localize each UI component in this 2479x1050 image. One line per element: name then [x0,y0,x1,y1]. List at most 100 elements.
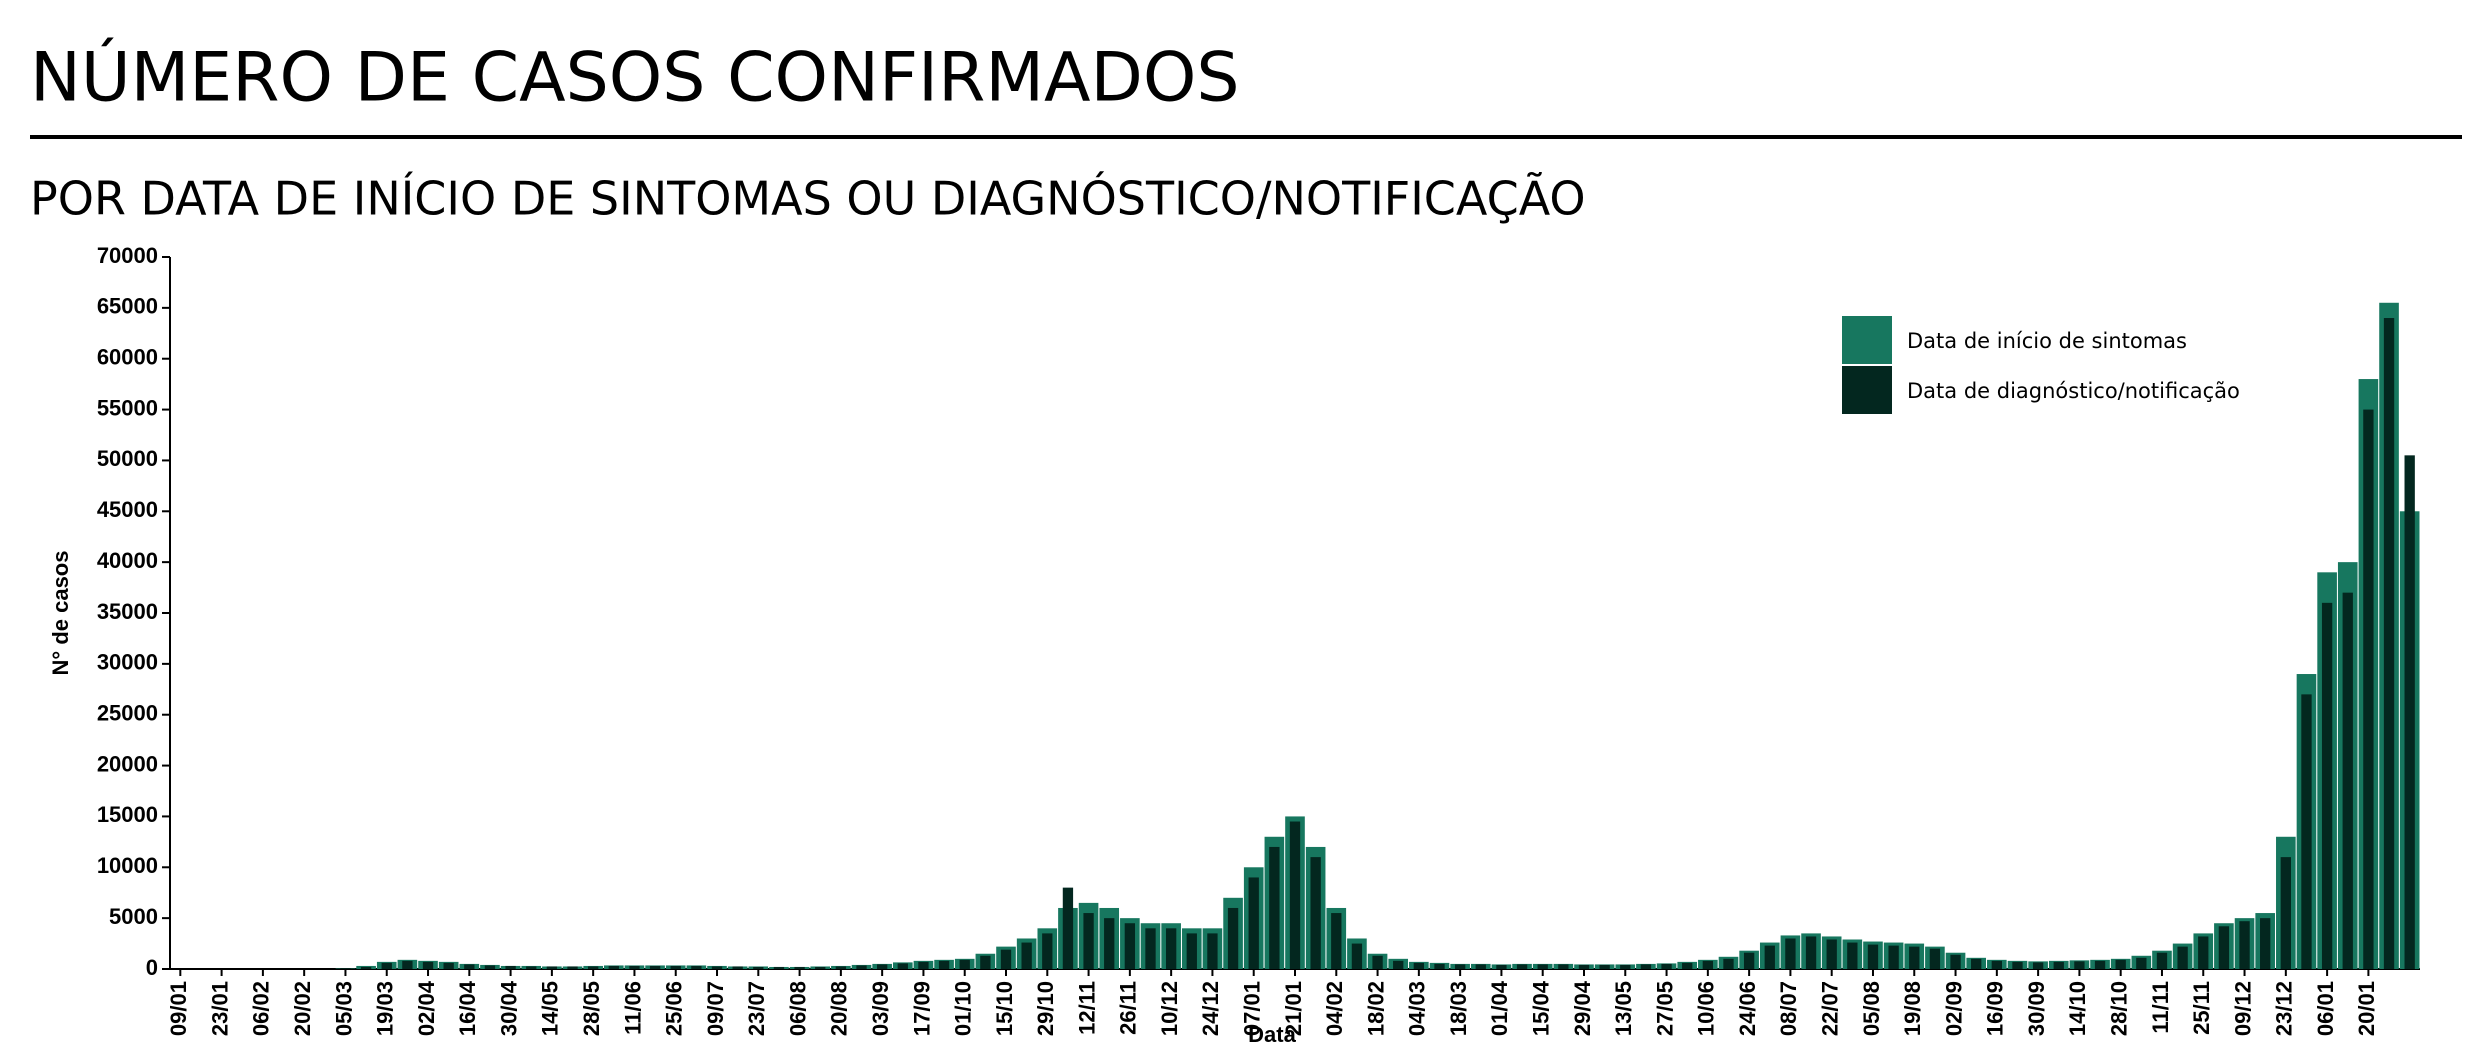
x-tick-label: 03/09 [868,981,893,1036]
x-tick-label: 07/01 [1240,981,1265,1036]
x-tick-label: 04/02 [1322,981,1347,1036]
bar [1186,933,1197,969]
x-tick-label: 13/05 [1611,981,1636,1036]
bar [567,966,578,969]
x-tick-label: 20/01 [2354,981,2379,1036]
bar [2156,952,2168,969]
bar [1393,960,1404,969]
bar [1207,933,1218,969]
y-tick-label: 5000 [109,904,158,929]
x-tick-label: 16/09 [1983,981,2008,1036]
bar [835,966,847,969]
bar [1351,943,1363,969]
bar [1929,948,1941,969]
x-tick-label: 06/02 [249,981,274,1036]
bar [649,965,661,969]
bar [2363,409,2374,970]
bar [546,966,558,969]
bar [1496,964,1507,969]
bar [897,963,908,969]
bar [629,965,640,969]
y-tick-label: 65000 [97,294,158,319]
bar [1702,960,1714,969]
bar [2342,592,2353,969]
x-tick-label: 30/04 [496,980,521,1036]
bar [1289,821,1301,969]
bar [1599,964,1610,969]
y-tick-label: 20000 [97,751,158,776]
x-tick-label: 26/11 [1116,981,1141,1035]
x-tick-label: 16/04 [455,980,480,1036]
bar [732,966,743,969]
x-tick-label: 01/04 [1487,980,1512,1036]
y-axis-title: N° de casos [48,551,73,676]
chart-subtitle: POR DATA DE INÍCIO DE SINTOMAS OU DIAGNÓ… [30,172,1586,226]
bar [1558,964,1569,969]
bar [856,965,867,969]
bar [381,962,392,969]
bar [1434,963,1445,969]
bar [670,965,681,969]
x-tick-label: 18/03 [1446,981,1471,1036]
x-tick-label: 06/01 [2313,981,2338,1036]
bar [794,966,805,969]
bar [402,960,413,969]
bar [2136,957,2147,969]
bar [484,965,496,969]
bar [1227,907,1239,969]
bar [1413,962,1425,969]
bar [1475,964,1486,969]
x-tick-label: 17/09 [909,981,934,1036]
bar [1991,960,2002,969]
x-tick-label: 27/05 [1652,981,1677,1036]
x-tick-label: 06/08 [785,981,810,1036]
bar [1971,958,1982,969]
bar [505,965,516,969]
bar [1269,846,1280,969]
bar [2177,946,2188,969]
x-tick-label: 30/09 [2024,981,2049,1036]
y-tick-label: 50000 [97,446,158,471]
x-tick-label: 28/10 [2107,981,2132,1036]
bar [2260,918,2271,969]
bar [773,966,785,969]
bar [1743,952,1755,969]
x-tick-label: 02/09 [1941,981,1966,1036]
bar [2198,936,2209,969]
x-tick-label: 19/08 [1900,981,1925,1036]
x-tick-label: 24/12 [1198,981,1223,1036]
x-tick-label: 09/07 [703,981,728,1036]
x-tick-label: 10/06 [1694,981,1719,1036]
bar [1516,964,1528,969]
bar [2094,960,2106,969]
x-tick-label: 25/06 [662,981,687,1036]
bar [1909,946,1920,969]
bar [815,966,826,969]
bar [1083,913,1094,969]
bar [1000,949,1012,969]
bar [1764,945,1775,969]
x-tick-label: 05/08 [1859,981,1884,1036]
bar [1124,923,1136,969]
bar [608,965,619,969]
x-tick-label: 25/11 [2189,981,2214,1035]
x-tick-label: 18/02 [1363,981,1388,1036]
bar [1310,857,1321,969]
x-tick-label: 11/06 [620,981,645,1035]
bar [1682,962,1693,969]
bar [691,965,702,969]
bar [1372,955,1383,969]
x-tick-label: 09/12 [2230,981,2255,1036]
y-tick-label: 35000 [97,599,158,624]
bar [2115,959,2126,969]
bar [2032,962,2044,969]
x-tick-label: 29/04 [1570,980,1595,1036]
bar [1042,933,1053,969]
x-tick-label: 01/10 [951,981,976,1036]
bar [2053,961,2064,969]
x-tick-label: 09/01 [166,981,191,1036]
x-tick-label: 08/07 [1776,981,1801,1036]
bar [918,961,929,969]
bar [2383,318,2395,969]
